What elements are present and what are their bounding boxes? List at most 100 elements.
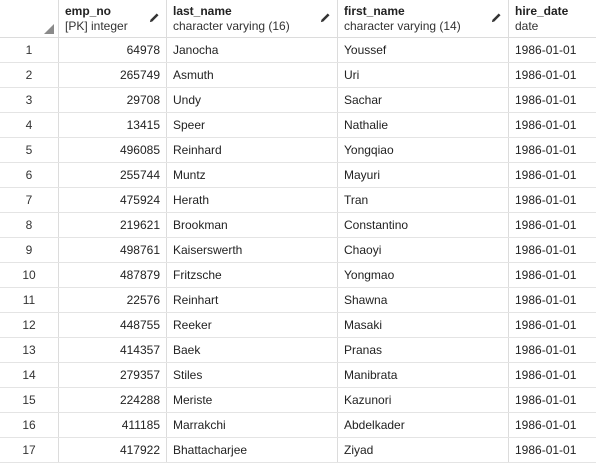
row-number[interactable]: 6	[0, 163, 59, 187]
table-row[interactable]: 15 224288 Meriste Kazunori 1986-01-01	[0, 388, 596, 413]
table-row[interactable]: 4 13415 Speer Nathalie 1986-01-01	[0, 113, 596, 138]
row-number[interactable]: 17	[0, 438, 59, 462]
cell-emp-no[interactable]: 22576	[59, 288, 167, 312]
cell-first-name[interactable]: Chaoyi	[338, 238, 509, 262]
select-all-corner[interactable]	[0, 0, 59, 37]
table-row[interactable]: 7 475924 Herath Tran 1986-01-01	[0, 188, 596, 213]
row-number[interactable]: 8	[0, 213, 59, 237]
cell-last-name[interactable]: Marrakchi	[167, 413, 338, 437]
cell-emp-no[interactable]: 224288	[59, 388, 167, 412]
cell-first-name[interactable]: Abdelkader	[338, 413, 509, 437]
cell-hire-date[interactable]: 1986-01-01	[515, 368, 577, 382]
column-header-first-name[interactable]: first_name character varying (14)	[338, 0, 509, 37]
cell-first-name[interactable]: Yongqiao	[338, 138, 509, 162]
cell-first-name[interactable]: Youssef	[338, 38, 509, 62]
row-number[interactable]: 5	[0, 138, 59, 162]
table-row[interactable]: 16 411185 Marrakchi Abdelkader 1986-01-01	[0, 413, 596, 438]
row-number[interactable]: 14	[0, 363, 59, 387]
cell-last-name[interactable]: Stiles	[167, 363, 338, 387]
cell-emp-no[interactable]: 448755	[59, 313, 167, 337]
row-number[interactable]: 4	[0, 113, 59, 137]
table-row[interactable]: 2 265749 Asmuth Uri 1986-01-01	[0, 63, 596, 88]
cell-hire-date[interactable]: 1986-01-01	[515, 118, 577, 132]
table-row[interactable]: 10 487879 Fritzsche Yongmao 1986-01-01	[0, 263, 596, 288]
cell-hire-date[interactable]: 1986-01-01	[515, 43, 577, 57]
cell-last-name[interactable]: Brookman	[167, 213, 338, 237]
cell-last-name[interactable]: Bhattacharjee	[167, 438, 338, 462]
row-number[interactable]: 9	[0, 238, 59, 262]
cell-hire-date[interactable]: 1986-01-01	[515, 218, 577, 232]
cell-emp-no[interactable]: 417922	[59, 438, 167, 462]
row-number[interactable]: 13	[0, 338, 59, 362]
cell-emp-no[interactable]: 64978	[59, 38, 167, 62]
cell-last-name[interactable]: Muntz	[167, 163, 338, 187]
row-number[interactable]: 12	[0, 313, 59, 337]
cell-last-name[interactable]: Speer	[167, 113, 338, 137]
cell-first-name[interactable]: Nathalie	[338, 113, 509, 137]
cell-hire-date[interactable]: 1986-01-01	[515, 443, 577, 457]
column-header-hire-date[interactable]: hire_date date	[509, 0, 596, 37]
cell-hire-date[interactable]: 1986-01-01	[515, 68, 577, 82]
row-number[interactable]: 15	[0, 388, 59, 412]
cell-emp-no[interactable]: 255744	[59, 163, 167, 187]
table-row[interactable]: 5 496085 Reinhard Yongqiao 1986-01-01	[0, 138, 596, 163]
cell-last-name[interactable]: Reeker	[167, 313, 338, 337]
table-row[interactable]: 6 255744 Muntz Mayuri 1986-01-01	[0, 163, 596, 188]
cell-first-name[interactable]: Manibrata	[338, 363, 509, 387]
cell-first-name[interactable]: Sachar	[338, 88, 509, 112]
cell-hire-date[interactable]: 1986-01-01	[515, 393, 577, 407]
row-number[interactable]: 7	[0, 188, 59, 212]
table-row[interactable]: 1 64978 Janocha Youssef 1986-01-01	[0, 38, 596, 63]
cell-last-name[interactable]: Reinhard	[167, 138, 338, 162]
cell-emp-no[interactable]: 279357	[59, 363, 167, 387]
cell-hire-date[interactable]: 1986-01-01	[515, 293, 577, 307]
table-row[interactable]: 12 448755 Reeker Masaki 1986-01-01	[0, 313, 596, 338]
cell-hire-date[interactable]: 1986-01-01	[515, 168, 577, 182]
cell-first-name[interactable]: Tran	[338, 188, 509, 212]
cell-last-name[interactable]: Undy	[167, 88, 338, 112]
row-number[interactable]: 2	[0, 63, 59, 87]
cell-emp-no[interactable]: 219621	[59, 213, 167, 237]
cell-first-name[interactable]: Constantino	[338, 213, 509, 237]
cell-hire-date[interactable]: 1986-01-01	[515, 93, 577, 107]
cell-hire-date[interactable]: 1986-01-01	[515, 193, 577, 207]
cell-last-name[interactable]: Reinhart	[167, 288, 338, 312]
pencil-icon[interactable]	[149, 12, 160, 23]
cell-emp-no[interactable]: 487879	[59, 263, 167, 287]
pencil-icon[interactable]	[320, 12, 331, 23]
cell-emp-no[interactable]: 498761	[59, 238, 167, 262]
cell-emp-no[interactable]: 411185	[59, 413, 167, 437]
cell-first-name[interactable]: Yongmao	[338, 263, 509, 287]
cell-last-name[interactable]: Fritzsche	[167, 263, 338, 287]
row-number[interactable]: 3	[0, 88, 59, 112]
row-number[interactable]: 11	[0, 288, 59, 312]
cell-emp-no[interactable]: 496085	[59, 138, 167, 162]
column-header-last-name[interactable]: last_name character varying (16)	[167, 0, 338, 37]
table-row[interactable]: 9 498761 Kaiserswerth Chaoyi 1986-01-01	[0, 238, 596, 263]
cell-last-name[interactable]: Kaiserswerth	[167, 238, 338, 262]
cell-first-name[interactable]: Ziyad	[338, 438, 509, 462]
row-number[interactable]: 16	[0, 413, 59, 437]
cell-emp-no[interactable]: 13415	[59, 113, 167, 137]
cell-hire-date[interactable]: 1986-01-01	[515, 343, 577, 357]
table-row[interactable]: 3 29708 Undy Sachar 1986-01-01	[0, 88, 596, 113]
cell-emp-no[interactable]: 414357	[59, 338, 167, 362]
cell-last-name[interactable]: Janocha	[167, 38, 338, 62]
cell-first-name[interactable]: Mayuri	[338, 163, 509, 187]
cell-first-name[interactable]: Shawna	[338, 288, 509, 312]
cell-hire-date[interactable]: 1986-01-01	[515, 268, 577, 282]
cell-hire-date[interactable]: 1986-01-01	[515, 418, 577, 432]
column-header-emp-no[interactable]: emp_no [PK] integer	[59, 0, 167, 37]
cell-hire-date[interactable]: 1986-01-01	[515, 143, 577, 157]
cell-hire-date[interactable]: 1986-01-01	[515, 243, 577, 257]
table-row[interactable]: 17 417922 Bhattacharjee Ziyad 1986-01-01	[0, 438, 596, 463]
cell-emp-no[interactable]: 475924	[59, 188, 167, 212]
cell-hire-date[interactable]: 1986-01-01	[515, 318, 577, 332]
table-row[interactable]: 14 279357 Stiles Manibrata 1986-01-01	[0, 363, 596, 388]
cell-first-name[interactable]: Kazunori	[338, 388, 509, 412]
cell-first-name[interactable]: Uri	[338, 63, 509, 87]
cell-emp-no[interactable]: 29708	[59, 88, 167, 112]
cell-last-name[interactable]: Baek	[167, 338, 338, 362]
cell-first-name[interactable]: Pranas	[338, 338, 509, 362]
cell-last-name[interactable]: Meriste	[167, 388, 338, 412]
